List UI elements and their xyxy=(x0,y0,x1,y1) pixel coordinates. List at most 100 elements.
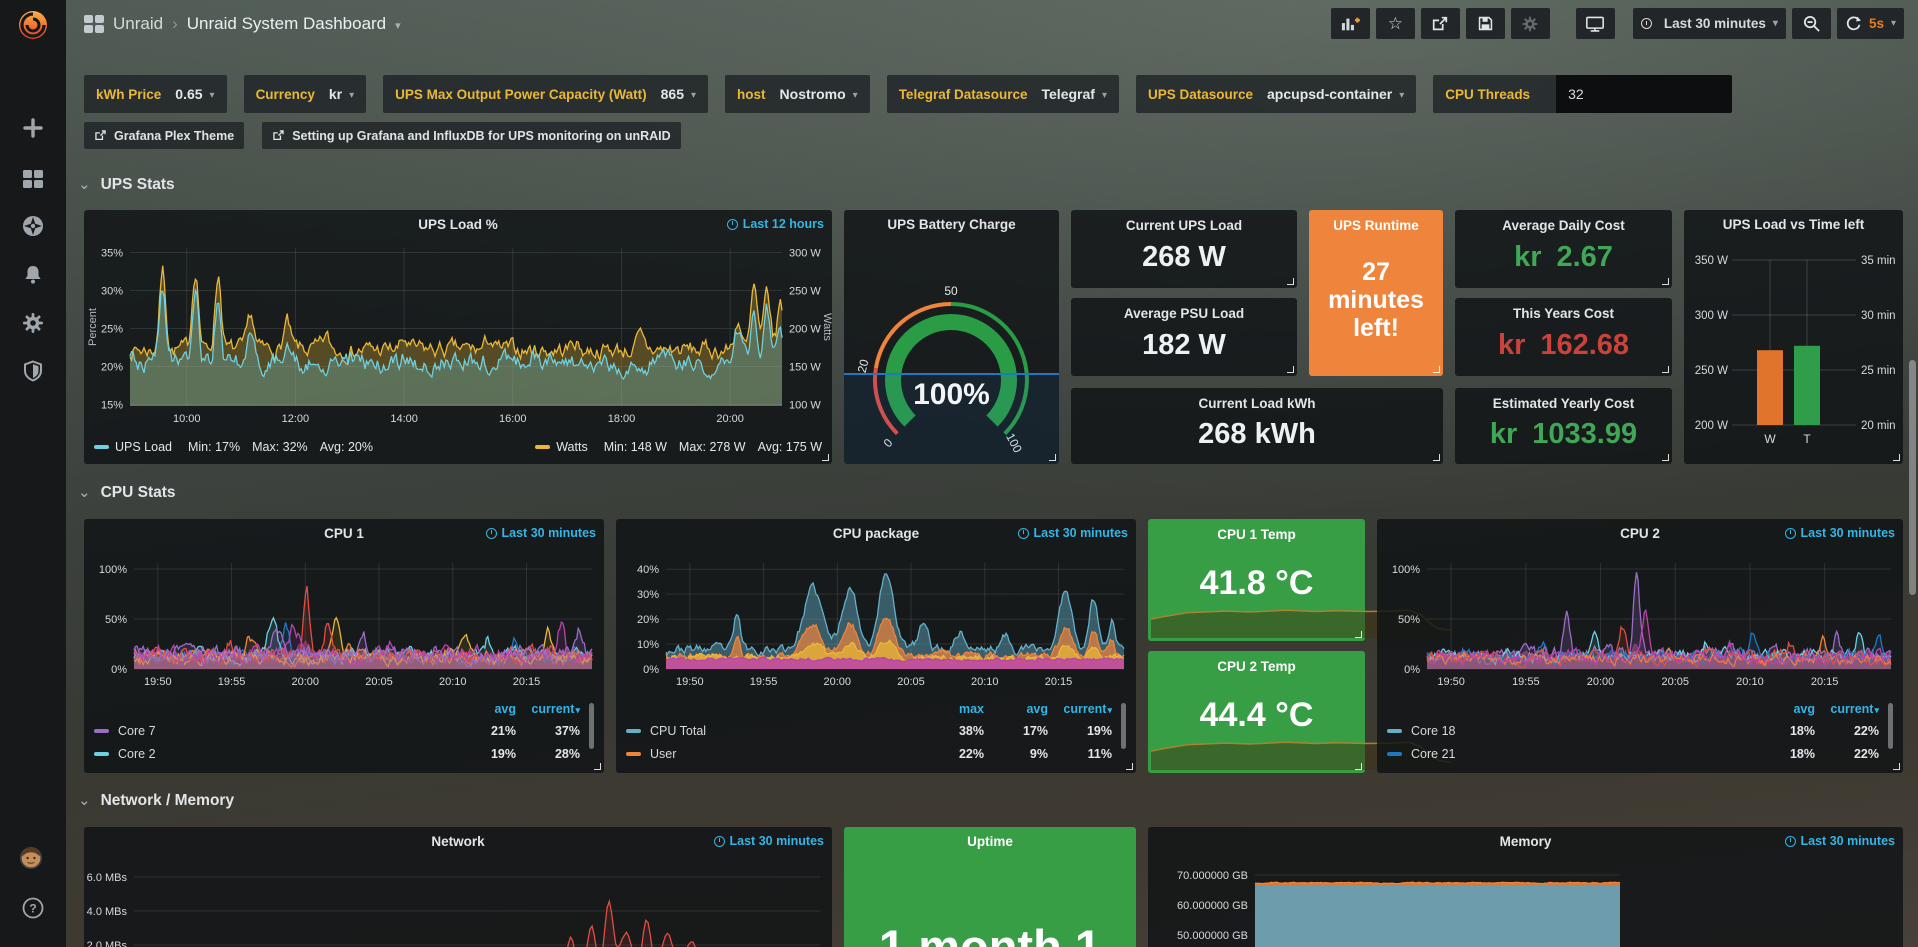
panel-estimated-yearly-cost: Estimated Yearly Cost kr 1033.99 xyxy=(1455,388,1672,464)
question-glyph: ? xyxy=(29,902,36,916)
variable-value[interactable]: apcupsd-container xyxy=(1267,86,1393,102)
section-ups-stats[interactable]: ⌄ UPS Stats xyxy=(78,176,175,194)
panel-resize-handle[interactable] xyxy=(1433,366,1440,373)
legend-series-name: UPS Load xyxy=(115,440,172,454)
time-range-picker[interactable]: Last 30 minutes ▾ xyxy=(1632,8,1786,39)
favorite-star-button[interactable]: ☆ xyxy=(1375,8,1415,39)
legend-sort-max[interactable]: max xyxy=(958,702,984,716)
dashboard-link-setting-up-grafana-and-influxd[interactable]: Setting up Grafana and InfluxDB for UPS … xyxy=(262,122,681,149)
legend-sort-avg[interactable]: avg xyxy=(1793,702,1815,716)
legend-scrollbar-thumb[interactable] xyxy=(589,703,594,749)
panel-resize-handle[interactable] xyxy=(1433,454,1440,461)
legend-scrollbar-thumb[interactable] xyxy=(1888,703,1893,749)
caret-down-icon[interactable]: ▾ xyxy=(395,20,401,32)
variable-currency[interactable]: Currency kr ▾ xyxy=(243,75,367,113)
legend-sort-current[interactable]: current▾ xyxy=(531,702,580,716)
panel-resize-handle[interactable] xyxy=(1355,763,1362,770)
variable-value[interactable]: 0.65 xyxy=(175,86,203,102)
dashboard-settings-button[interactable] xyxy=(1510,8,1550,39)
legend-scrollbar-thumb[interactable] xyxy=(1121,703,1126,749)
variable-input-cpu-threads[interactable] xyxy=(1556,75,1733,113)
zoom-out-button[interactable] xyxy=(1791,8,1831,39)
variable-value[interactable]: Telegraf xyxy=(1041,86,1095,102)
svg-text:Percent: Percent xyxy=(87,308,99,346)
panel-time-override[interactable]: Last 12 hours xyxy=(726,217,824,231)
add-panel-button[interactable] xyxy=(1330,8,1370,39)
panel-time-override[interactable]: Last 30 minutes xyxy=(713,834,824,848)
panel-time-override[interactable]: Last 30 minutes xyxy=(485,526,596,540)
variable-telegraf-datasource[interactable]: Telegraf Datasource Telegraf ▾ xyxy=(886,75,1119,113)
panel-resize-handle[interactable] xyxy=(1662,278,1669,285)
panel-resize-handle[interactable] xyxy=(1893,454,1900,461)
legend-row-core-2[interactable]: Core 2 19% 28% xyxy=(94,742,594,765)
configuration-gear-icon[interactable] xyxy=(21,311,45,335)
explore-compass-icon[interactable] xyxy=(21,214,45,238)
svg-text:14:00: 14:00 xyxy=(390,413,418,425)
panel-time-override[interactable]: Last 30 minutes xyxy=(1784,526,1895,540)
legend-color-marker xyxy=(94,445,109,449)
alerting-bell-icon[interactable] xyxy=(21,263,45,287)
refresh-button[interactable]: 5s ▾ xyxy=(1836,8,1904,39)
legend-row-core-18[interactable]: Core 18 18% 22% xyxy=(1387,719,1893,742)
legend-row-user[interactable]: User 22% 9% 11% xyxy=(626,742,1126,765)
legend-row-core-21[interactable]: Core 21 18% 22% xyxy=(1387,742,1893,765)
create-plus-icon[interactable] xyxy=(21,116,45,140)
panel-resize-handle[interactable] xyxy=(594,763,601,770)
svg-text:40%: 40% xyxy=(637,564,659,576)
dashboards-icon[interactable] xyxy=(21,167,45,191)
variable-host[interactable]: host Nostromo ▾ xyxy=(725,75,870,113)
panel-resize-handle[interactable] xyxy=(1049,454,1056,461)
panel-time-override[interactable]: Last 30 minutes xyxy=(1017,526,1128,540)
panel-resize-handle[interactable] xyxy=(822,454,829,461)
link-label: Grafana Plex Theme xyxy=(114,128,235,143)
variable-cpu-threads[interactable]: CPU Threads xyxy=(1433,75,1733,113)
variable-ups-max-output-power-capacity-watt[interactable]: UPS Max Output Power Capacity (Watt) 865 ▾ xyxy=(383,75,709,113)
panel-resize-handle[interactable] xyxy=(1662,366,1669,373)
variable-ups-datasource[interactable]: UPS Datasource apcupsd-container ▾ xyxy=(1135,75,1417,113)
kiosk-tv-button[interactable] xyxy=(1575,8,1615,39)
avatar[interactable] xyxy=(19,846,43,870)
svg-text:100 W: 100 W xyxy=(789,399,821,411)
save-button[interactable] xyxy=(1465,8,1505,39)
legend-sort-current[interactable]: current▾ xyxy=(1830,702,1879,716)
panel-resize-handle[interactable] xyxy=(1662,454,1669,461)
breadcrumb-folder[interactable]: Unraid xyxy=(113,14,164,33)
svg-text:300 W: 300 W xyxy=(1695,310,1728,322)
ups-load-chart: 35% 300 W 30% 250 W 25% 200 W 20% 150 W 15% 100 W… xyxy=(87,248,832,425)
svg-text:W: W xyxy=(1764,432,1776,446)
section-network-memory[interactable]: ⌄ Network / Memory xyxy=(78,792,234,810)
cpu2-chart: 100% 50% 0% 19:50 19:55 20:00 20:05 20:10 20:15 xyxy=(1392,563,1892,688)
grafana-logo-icon[interactable] xyxy=(15,7,51,43)
panel-time-override[interactable]: Last 30 minutes xyxy=(1784,834,1895,848)
caret-down-icon: ▾ xyxy=(1101,89,1107,101)
legend-item-ups-load[interactable]: UPS Load Min: 17% Max: 32% Avg: 20% xyxy=(94,440,373,454)
variable-value[interactable]: 865 xyxy=(660,86,684,102)
panel-resize-handle[interactable] xyxy=(1287,278,1294,285)
section-cpu-stats[interactable]: ⌄ CPU Stats xyxy=(78,484,176,502)
panel-resize-handle[interactable] xyxy=(1126,763,1133,770)
legend-sort-current[interactable]: current▾ xyxy=(1063,702,1112,716)
share-button[interactable] xyxy=(1420,8,1460,39)
dashboard-grid-icon[interactable] xyxy=(84,15,104,33)
variable-value[interactable]: kr xyxy=(328,86,343,102)
help-icon[interactable]: ? xyxy=(21,896,45,920)
variable-kwh-price[interactable]: kWh Price 0.65 ▾ xyxy=(84,75,227,113)
server-admin-shield-icon[interactable] xyxy=(21,359,45,383)
panel-title: UPS Battery Charge xyxy=(887,217,1016,232)
variable-label: Telegraf Datasource xyxy=(898,86,1028,102)
panel-resize-handle[interactable] xyxy=(1893,763,1900,770)
variable-value[interactable]: Nostromo xyxy=(779,86,846,102)
legend-sort-avg[interactable]: avg xyxy=(494,702,516,716)
legend-sort-avg[interactable]: avg xyxy=(1026,702,1048,716)
panel-resize-handle[interactable] xyxy=(1355,631,1362,638)
legend-row-cpu-total[interactable]: CPU Total 38% 17% 19% xyxy=(626,719,1126,742)
time-range-label: Last 30 minutes xyxy=(1663,16,1766,31)
legend-item-watts[interactable]: Watts Min: 148 W Max: 278 W Avg: 175 W xyxy=(535,440,822,454)
legend-row-core-7[interactable]: Core 7 21% 37% xyxy=(94,719,594,742)
panel-resize-handle[interactable] xyxy=(1287,366,1294,373)
breadcrumb-title[interactable]: Unraid System Dashboard xyxy=(186,14,387,33)
cost-amount: 2.67 xyxy=(1556,241,1613,273)
dashboard-link-grafana-plex-theme[interactable]: Grafana Plex Theme xyxy=(84,122,245,149)
page-scrollbar-thumb[interactable] xyxy=(1909,360,1916,595)
refresh-interval[interactable]: 5s xyxy=(1868,16,1884,31)
